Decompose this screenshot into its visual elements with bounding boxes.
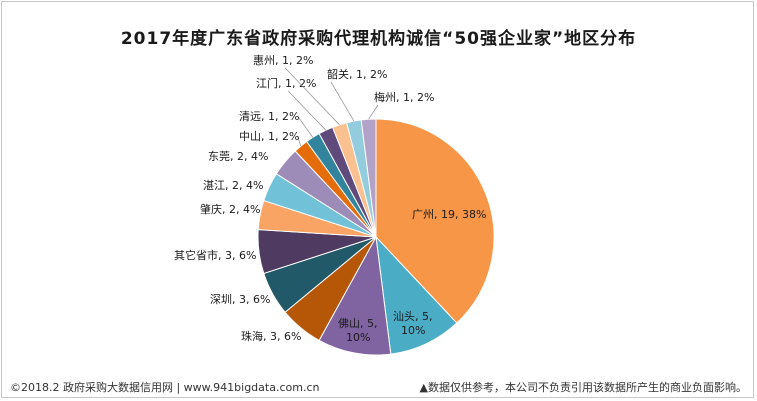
slice-label-12: 江门, 1, 2%: [256, 76, 316, 90]
slice-label-6: 其它省市, 3, 6%: [174, 248, 256, 262]
slice-label-13: 惠州, 1, 2%: [253, 53, 313, 67]
pie-slice-1: [375, 118, 495, 324]
slice-label-3: 佛山, 5, 10%: [338, 317, 378, 344]
leader-line-12: [287, 90, 327, 131]
leader-line-11: [297, 115, 314, 138]
footer-disclaimer: ▲数据仅供参考，本公司不负责引用该数据所产生的商业负面影响。: [419, 381, 747, 394]
slice-label-1: 广州, 19, 38%: [412, 208, 486, 221]
leader-line-14: [330, 81, 355, 122]
leader-line-10: [297, 135, 302, 147]
chart-title: 2017年度广东省政府采购代理机构诚信“50强企业家”地区分布: [120, 29, 637, 49]
slice-label-10: 中山, 1, 2%: [239, 130, 299, 143]
slice-label-11: 清远, 1, 2%: [239, 110, 299, 123]
pie-slice-15: [360, 118, 377, 238]
slice-label-14: 韶关, 1, 2%: [327, 67, 387, 81]
slice-label-7: 肇庆, 2, 4%: [200, 202, 260, 216]
slice-label-15: 梅州, 1, 2%: [374, 90, 434, 104]
slice-label-5: 深圳, 3, 6%: [210, 293, 270, 306]
leader-line-13: [284, 67, 340, 126]
slice-label-2: 汕头, 5, 10%: [393, 310, 433, 337]
footer-copyright: ©2018.2 政府采购大数据信用网 | www.941bigdata.com.…: [10, 381, 320, 394]
pie-slice-3: [318, 235, 392, 356]
leader-line-15: [368, 104, 379, 120]
pie-slice-2: [375, 235, 458, 355]
slice-label-9: 东莞, 2, 4%: [208, 150, 268, 163]
slice-label-8: 湛江, 2, 4%: [203, 179, 263, 192]
slice-label-4: 珠海, 3, 6%: [241, 329, 301, 343]
